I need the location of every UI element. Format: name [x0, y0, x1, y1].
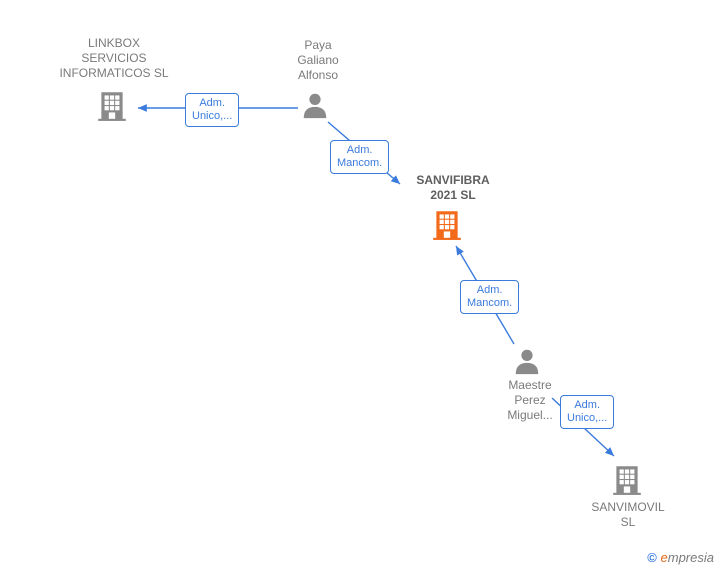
node-label-maestre: Maestre Perez Miguel... — [490, 378, 570, 423]
node-label-paya: Paya Galiano Alfonso — [278, 38, 358, 83]
watermark: © empresia — [647, 550, 714, 565]
edge-label-maestre-sanvimovil: Adm. Unico,... — [560, 395, 614, 429]
edge-label-paya-linkbox: Adm. Unico,... — [185, 93, 239, 127]
company-icon-sanvimovil — [610, 462, 644, 501]
node-label-linkbox: LINKBOX SERVICIOS INFORMATICOS SL — [44, 36, 184, 81]
node-label-sanvifibra: SANVIFIBRA 2021 SL — [398, 173, 508, 203]
edge-label-maestre-sanvifibra: Adm. Mancom. — [460, 280, 519, 314]
node-label-sanvimovil: SANVIMOVIL SL — [578, 500, 678, 530]
watermark-brand-e: e — [661, 550, 668, 565]
edge-label-paya-sanvifibra: Adm. Mancom. — [330, 140, 389, 174]
company-icon-linkbox — [95, 88, 129, 127]
watermark-brand-rest: mpresia — [668, 550, 714, 565]
person-icon-maestre — [512, 346, 542, 381]
company-icon-sanvifibra — [430, 207, 464, 246]
person-icon-paya — [300, 90, 330, 125]
watermark-copyright: © — [647, 550, 657, 565]
